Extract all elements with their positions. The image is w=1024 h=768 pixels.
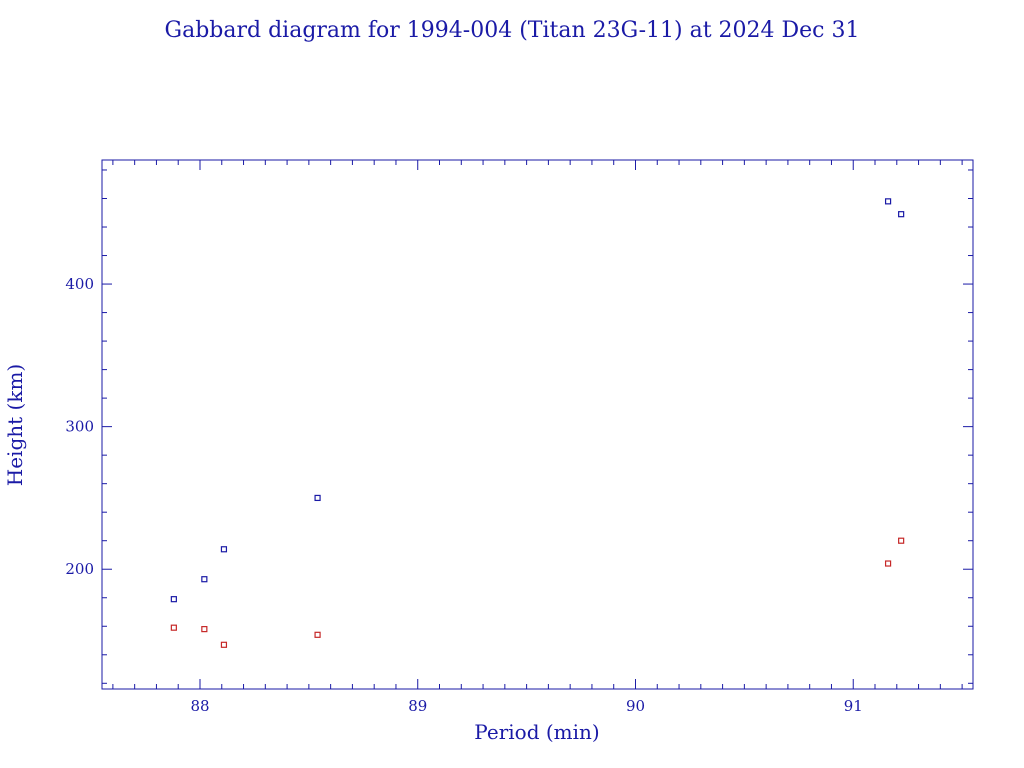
x-axis-tick-labels: 88 89 90 91: [190, 697, 862, 715]
x-tick-label: 89: [408, 697, 427, 715]
apogee-point: [898, 211, 905, 218]
perigee-point: [201, 626, 208, 633]
y-tick-label: 200: [65, 560, 94, 578]
chart-title: Gabbard diagram for 1994-004 (Titan 23G-…: [165, 18, 860, 43]
data-points: [170, 198, 905, 648]
y-axis-tick-labels: 200 300 400: [65, 275, 94, 578]
perigee-point: [220, 641, 228, 648]
apogee-point: [201, 576, 208, 583]
x-axis-label: Period (min): [474, 720, 599, 744]
y-axis-ticks: [102, 169, 973, 684]
y-tick-label: 300: [65, 418, 94, 436]
perigee-point: [170, 624, 177, 631]
x-axis-ticks: [112, 160, 963, 689]
y-tick-label: 400: [65, 275, 94, 293]
apogee-point: [884, 198, 892, 205]
perigee-point: [314, 631, 321, 638]
x-tick-label: 91: [844, 697, 863, 715]
apogee-point: [314, 494, 321, 502]
apogee-point: [170, 596, 177, 603]
apogee-point: [220, 546, 228, 553]
perigee-point: [884, 560, 892, 567]
x-tick-label: 90: [626, 697, 645, 715]
y-axis-label: Height (km): [3, 364, 27, 486]
perigee-point: [898, 537, 905, 544]
x-tick-label: 88: [190, 697, 209, 715]
plot-frame: [101, 159, 974, 690]
